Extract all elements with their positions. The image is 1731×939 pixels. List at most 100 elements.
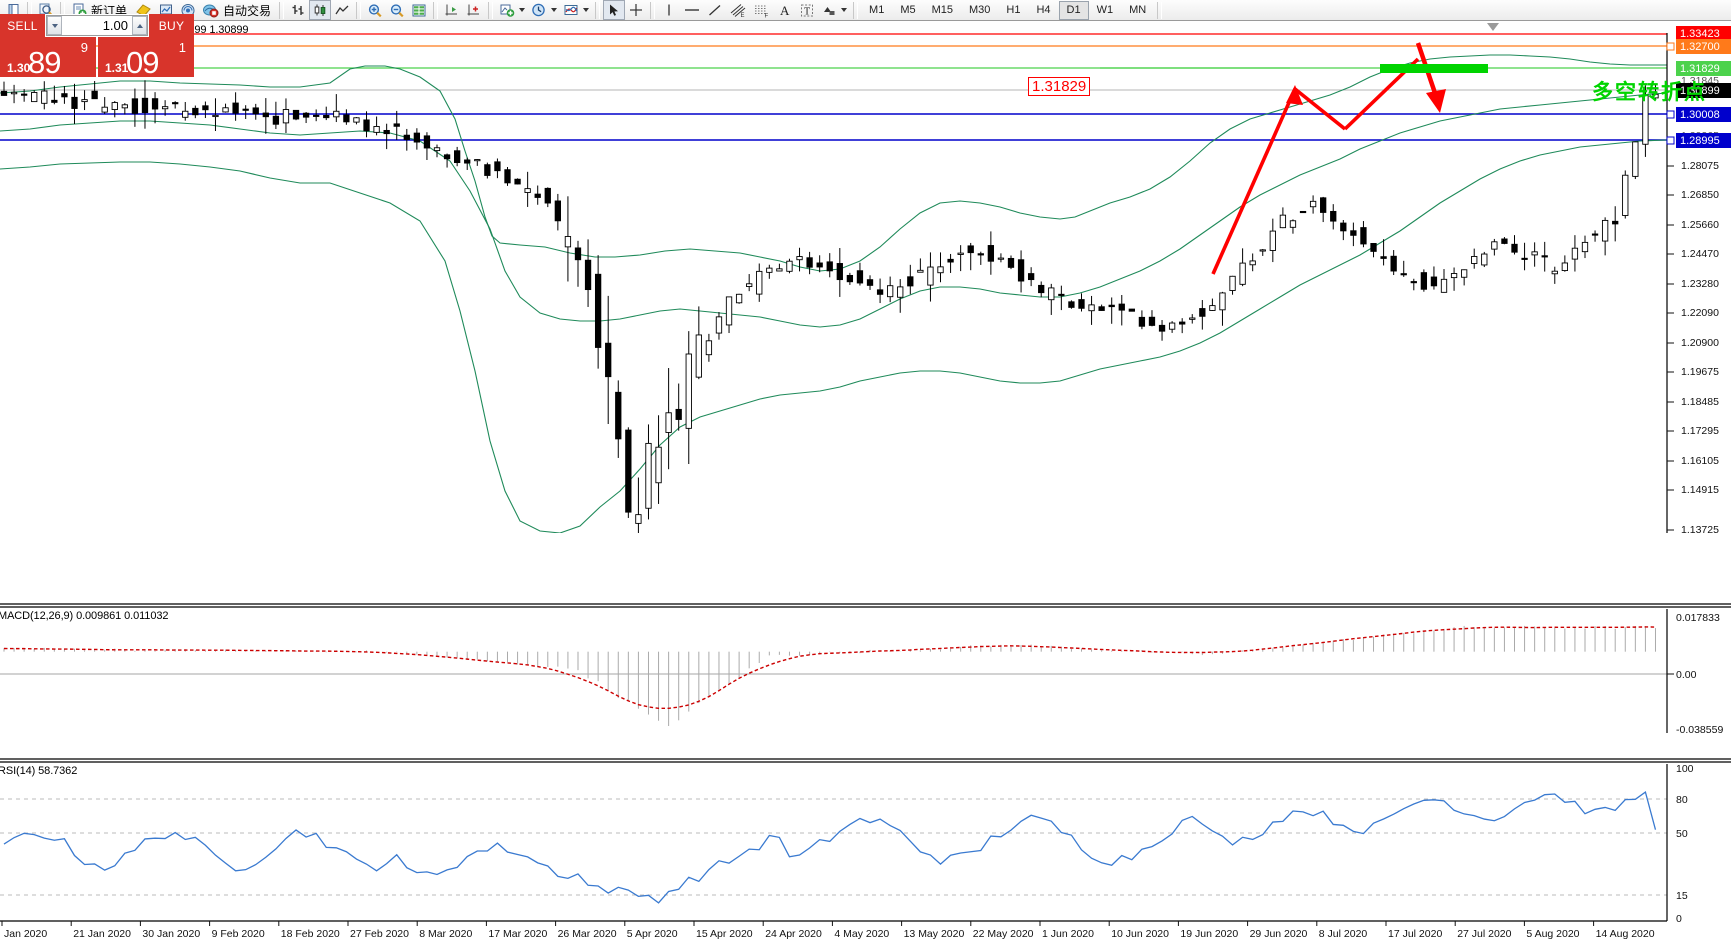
bid-price-tile[interactable]: 1.30 89 9 xyxy=(0,37,96,77)
equidistant-channel-icon[interactable]: E xyxy=(726,0,750,20)
price-tick-1.17295: 1.17295 xyxy=(1681,425,1719,437)
volume-stepper[interactable]: 1.00 xyxy=(46,15,148,36)
volume-input[interactable]: 1.00 xyxy=(62,16,132,35)
candle-body xyxy=(1058,293,1065,296)
candle-body xyxy=(1189,317,1196,320)
ask-price-tile[interactable]: 1.31 09 1 xyxy=(98,37,194,77)
timeframe-m1[interactable]: M1 xyxy=(869,4,885,16)
zoom-out-icon[interactable] xyxy=(386,0,408,20)
candle-body xyxy=(534,193,541,198)
timeframe-d1[interactable]: D1 xyxy=(1058,0,1089,20)
candle-body xyxy=(1460,269,1468,278)
trendline-icon[interactable] xyxy=(704,0,726,20)
fibonacci-icon[interactable]: F xyxy=(750,0,774,20)
buy-button[interactable]: BUY xyxy=(149,14,194,37)
crosshair-icon[interactable] xyxy=(625,0,647,20)
data-window-icon[interactable] xyxy=(408,0,430,20)
price-tick-1.25660: 1.25660 xyxy=(1681,219,1719,231)
chevron-down-icon[interactable] xyxy=(583,8,590,12)
bar-chart-icon[interactable] xyxy=(287,0,309,20)
templates-icon[interactable] xyxy=(560,0,592,20)
scroll-marker-icon[interactable] xyxy=(1487,23,1499,31)
candle-body xyxy=(695,334,702,378)
timeframe-m30[interactable]: M30 xyxy=(969,4,991,16)
timeframe-h4[interactable]: H4 xyxy=(1036,4,1051,16)
rsi-axis: 100 80 50 15 0 xyxy=(0,763,1694,925)
candle-body xyxy=(413,132,421,143)
price-label-bg-1.30008 xyxy=(1676,107,1731,122)
timeframe-w1[interactable]: W1 xyxy=(1096,4,1114,16)
price-label-1.31829: 1.31829 xyxy=(1680,63,1720,75)
rsi-line xyxy=(3,790,1657,904)
candle-body xyxy=(1350,230,1357,236)
toolbar-separator xyxy=(1157,1,1163,19)
time-tick-9: 5 Apr 2020 xyxy=(627,928,678,939)
rsi-panel-title: RSI(14) 58.7362 xyxy=(0,765,78,777)
main-toolbar: 新订单 xyxy=(0,0,1731,21)
volume-increment-button[interactable] xyxy=(132,16,147,35)
period-clock-icon[interactable] xyxy=(528,0,560,20)
indicators-icon[interactable] xyxy=(496,0,528,20)
candle-body xyxy=(705,340,713,356)
time-tick-18: 29 Jun 2020 xyxy=(1250,928,1308,939)
svg-text:T: T xyxy=(804,6,810,17)
signals-icon[interactable] xyxy=(177,0,199,20)
time-tick-19: 8 Jul 2020 xyxy=(1319,928,1368,939)
chevron-down-icon[interactable] xyxy=(519,8,526,12)
chevron-down-icon[interactable] xyxy=(551,8,558,12)
chart-area[interactable]: GBPUSD-,Daily 1.32516 1.32661 1.30899 1.… xyxy=(0,21,1731,939)
candle-body xyxy=(71,96,78,109)
rsi-tick-80: 80 xyxy=(1676,794,1688,806)
timeframe-mn[interactable]: MN xyxy=(1129,4,1147,16)
sell-button[interactable]: SELL xyxy=(0,14,45,37)
time-tick-12: 4 May 2020 xyxy=(834,928,889,939)
line-chart-icon[interactable] xyxy=(331,0,353,20)
shapes-icon[interactable] xyxy=(818,0,850,20)
autotrading-button[interactable]: 自动交易 xyxy=(199,0,276,20)
chevron-down-icon[interactable] xyxy=(841,8,848,12)
candle-body xyxy=(343,114,350,123)
candle-body xyxy=(856,270,864,284)
candle-body xyxy=(917,269,924,273)
timeframe-m5[interactable]: M5 xyxy=(900,4,916,16)
text-box-icon[interactable]: T xyxy=(796,0,818,20)
trend-arrow-retrace xyxy=(1293,87,1347,131)
time-tick-15: 1 Jun 2020 xyxy=(1042,928,1094,939)
shift-end-icon[interactable] xyxy=(441,0,463,20)
bid-price-fraction: 9 xyxy=(80,40,88,55)
volume-decrement-button[interactable] xyxy=(47,16,62,35)
macd-panel-title: MACD(12,26,9) 0.009861 0.011032 xyxy=(0,610,169,622)
one-click-trading-panel[interactable]: SELL 1.00 BUY 1.30 89 9 1.31 09 1 xyxy=(0,14,194,77)
text-label-icon[interactable]: A xyxy=(774,0,796,20)
candlestick-chart-icon[interactable] xyxy=(309,0,332,20)
candle-body xyxy=(121,104,128,109)
price-panel xyxy=(0,33,1667,533)
candle-body xyxy=(1249,260,1256,266)
zoom-in-icon[interactable] xyxy=(364,0,386,20)
candle-body xyxy=(1652,93,1659,99)
candle-body xyxy=(907,276,914,287)
candle-body xyxy=(927,266,934,286)
auto-scroll-icon[interactable] xyxy=(463,0,485,20)
candle-body xyxy=(605,342,612,378)
candle-body xyxy=(1632,141,1639,177)
candle-body xyxy=(262,112,269,118)
chart-canvas[interactable]: 1.30455 1.28075 1.26850 1.25660 1.24470 … xyxy=(0,21,1731,939)
time-tick-5: 27 Feb 2020 xyxy=(350,928,409,939)
candle-body xyxy=(1430,276,1438,287)
candle-body xyxy=(161,106,169,110)
candle-body xyxy=(1612,220,1619,225)
timeframe-h1[interactable]: H1 xyxy=(1006,4,1021,16)
candle-body xyxy=(1380,256,1387,259)
price-tick-1.19675: 1.19675 xyxy=(1681,366,1719,378)
candle-body xyxy=(1299,210,1307,214)
candle-body xyxy=(172,102,179,105)
vertical-line-icon[interactable] xyxy=(658,0,680,20)
toolbar-separator xyxy=(650,1,656,19)
time-tick-20: 17 Jul 2020 xyxy=(1388,928,1442,939)
horizontal-line-icon[interactable] xyxy=(680,0,704,20)
candle-body xyxy=(826,261,833,272)
cursor-icon[interactable] xyxy=(603,0,626,20)
timeframe-m15[interactable]: M15 xyxy=(931,4,953,16)
